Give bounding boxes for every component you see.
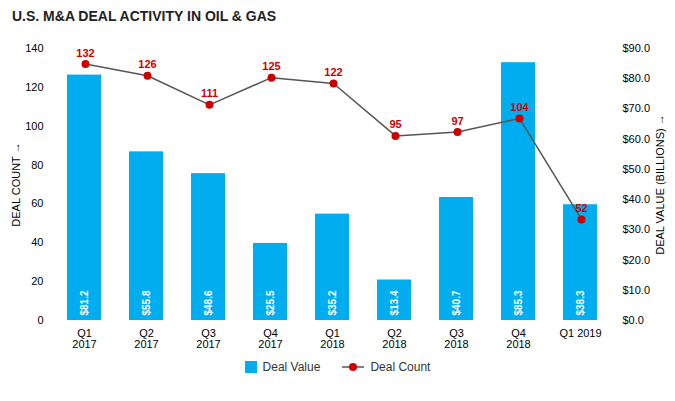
svg-text:80: 80 [31,159,43,171]
svg-text:Q22018: Q22018 [382,327,406,350]
svg-text:Q22017: Q22017 [134,327,158,350]
svg-text:122: 122 [324,66,342,78]
svg-text:$80.0: $80.0 [623,72,651,84]
svg-text:132: 132 [76,47,94,59]
svg-text:97: 97 [451,115,463,127]
svg-text:$85.3: $85.3 [513,290,524,315]
svg-text:95: 95 [389,118,401,130]
svg-text:$60.0: $60.0 [623,133,651,145]
svg-text:52: 52 [575,202,587,214]
svg-text:111: 111 [201,87,218,99]
svg-text:Q42017: Q42017 [258,327,282,350]
svg-text:$13.4: $13.4 [389,290,400,315]
html-text:U.S. M&A DEAL ACTIVITY IN OIL: U.S. M&A DEAL ACTIVITY IN OIL & GAS [12,8,277,24]
html-text:Deal Count: Deal Count [370,360,431,374]
svg-text:Q42018: Q42018 [506,327,530,350]
svg-text:DEAL COUNT →: DEAL COUNT → [10,142,22,226]
svg-text:Q1 2019: Q1 2019 [559,327,601,339]
html-text:Deal Value: Deal Value [262,360,321,374]
svg-text:$0.0: $0.0 [623,314,644,326]
svg-text:$20.0: $20.0 [623,254,651,266]
svg-text:$40.0: $40.0 [623,193,651,205]
svg-text:104: 104 [510,101,529,113]
svg-text:$38.3: $38.3 [575,290,586,315]
svg-text:126: 126 [138,58,156,70]
svg-text:40: 40 [31,236,43,248]
svg-text:60: 60 [31,197,43,209]
svg-text:$70.0: $70.0 [623,102,651,114]
svg-text:140: 140 [25,42,43,54]
svg-text:Q12017: Q12017 [72,327,96,350]
svg-text:Q32018: Q32018 [444,327,468,350]
svg-text:120: 120 [25,81,43,93]
svg-text:Q32017: Q32017 [196,327,220,350]
svg-text:20: 20 [31,275,43,287]
svg-text:$10.0: $10.0 [623,284,651,296]
svg-text:$50.0: $50.0 [623,163,651,175]
svg-text:100: 100 [25,120,43,132]
svg-text:$40.7: $40.7 [451,290,462,315]
svg-text:$81.2: $81.2 [79,290,90,315]
svg-text:125: 125 [262,60,280,72]
svg-text:$48.6: $48.6 [203,290,214,315]
svg-text:$35.2: $35.2 [327,290,338,315]
svg-text:Q12018: Q12018 [320,327,344,350]
svg-text:$90.0: $90.0 [623,42,651,54]
svg-text:$30.0: $30.0 [623,223,651,235]
svg-text:$55.8: $55.8 [141,290,152,315]
svg-text:0: 0 [37,314,43,326]
svg-text:DEAL VALUE (BILLIONS) →: DEAL VALUE (BILLIONS) → [654,114,666,255]
svg-text:$25.5: $25.5 [265,290,276,315]
